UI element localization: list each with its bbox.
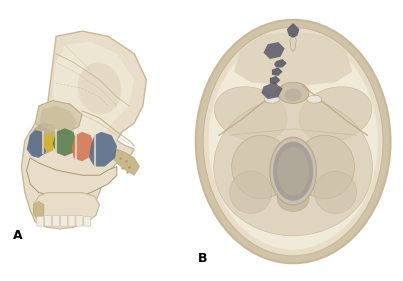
Ellipse shape: [78, 62, 121, 114]
Polygon shape: [53, 128, 77, 156]
Ellipse shape: [277, 147, 309, 196]
Polygon shape: [270, 76, 280, 84]
Ellipse shape: [314, 171, 357, 214]
Polygon shape: [44, 133, 56, 153]
Polygon shape: [274, 59, 287, 67]
Polygon shape: [234, 31, 352, 87]
Polygon shape: [290, 34, 296, 52]
FancyBboxPatch shape: [68, 216, 75, 226]
Ellipse shape: [285, 89, 301, 101]
FancyBboxPatch shape: [60, 216, 67, 226]
Ellipse shape: [264, 95, 279, 103]
Ellipse shape: [214, 98, 372, 236]
Polygon shape: [262, 82, 283, 99]
Ellipse shape: [295, 135, 355, 199]
Polygon shape: [21, 31, 146, 227]
Polygon shape: [35, 101, 82, 133]
Ellipse shape: [270, 137, 316, 205]
Ellipse shape: [214, 87, 287, 141]
Polygon shape: [33, 192, 100, 229]
Text: B: B: [198, 252, 208, 265]
FancyBboxPatch shape: [45, 216, 52, 226]
Polygon shape: [272, 67, 283, 76]
Ellipse shape: [277, 82, 309, 103]
Ellipse shape: [277, 186, 309, 211]
Polygon shape: [112, 149, 139, 175]
FancyBboxPatch shape: [37, 216, 44, 226]
Ellipse shape: [273, 142, 313, 201]
Ellipse shape: [203, 27, 383, 256]
Ellipse shape: [230, 171, 272, 214]
Polygon shape: [264, 42, 285, 59]
Ellipse shape: [196, 20, 391, 263]
Polygon shape: [287, 23, 299, 38]
Ellipse shape: [208, 34, 378, 250]
FancyBboxPatch shape: [76, 216, 83, 226]
Ellipse shape: [307, 95, 322, 103]
FancyBboxPatch shape: [52, 216, 59, 226]
Text: A: A: [13, 230, 22, 243]
Polygon shape: [27, 130, 48, 158]
Polygon shape: [27, 158, 117, 198]
Polygon shape: [53, 42, 134, 140]
Polygon shape: [39, 106, 77, 133]
Polygon shape: [33, 201, 44, 219]
FancyBboxPatch shape: [84, 216, 91, 226]
Polygon shape: [89, 132, 117, 167]
Ellipse shape: [299, 87, 372, 141]
Polygon shape: [72, 132, 94, 161]
Polygon shape: [28, 123, 56, 156]
Ellipse shape: [232, 135, 291, 199]
